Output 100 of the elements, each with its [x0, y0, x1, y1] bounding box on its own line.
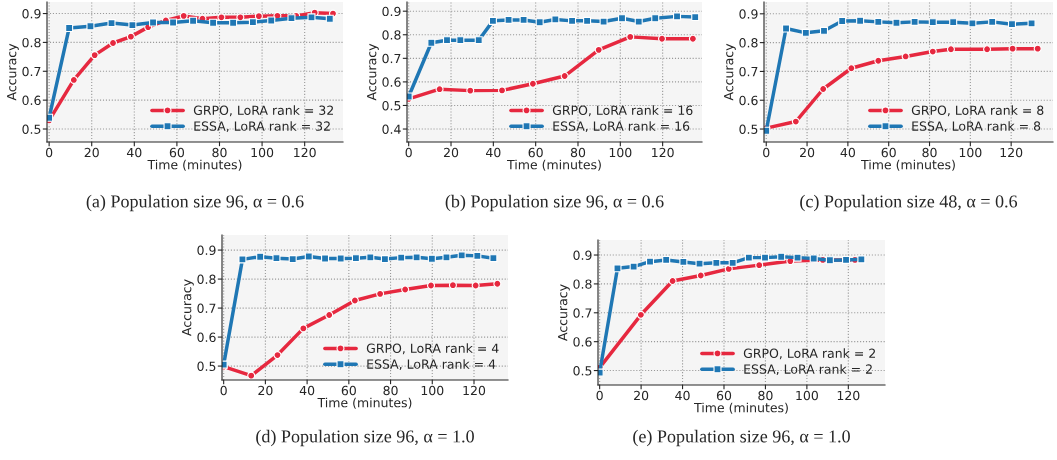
x-axis-title: Time (minutes): [317, 397, 412, 409]
text: (b) Population size 96, α = 0.6: [445, 194, 664, 212]
point: [712, 258, 721, 267]
x-tick-label: 80: [758, 390, 773, 401]
point: [473, 251, 482, 260]
point: [968, 19, 977, 28]
point: [366, 253, 375, 262]
point: [760, 253, 770, 262]
point: [456, 36, 465, 45]
point: [629, 262, 638, 271]
point: [636, 310, 645, 319]
point: [838, 16, 847, 26]
x-tick-label: 0: [763, 147, 770, 158]
legend-label: GRPO, LoRA rank = 8: [911, 105, 1044, 117]
x-tick-label: 100: [609, 147, 632, 158]
point: [568, 16, 577, 25]
point: [617, 14, 627, 23]
y-tick-label: 0.7: [22, 66, 41, 77]
y-tick-label: 0.7: [197, 303, 216, 314]
legend-label: ESSA, LoRA rank = 32: [194, 121, 330, 133]
x-axis-title: Time (minutes): [861, 159, 955, 171]
point: [724, 264, 733, 273]
point: [427, 254, 436, 263]
x-tick-label: 120: [463, 385, 486, 396]
point: [504, 15, 513, 24]
point: [1008, 44, 1017, 53]
point: [442, 253, 451, 262]
x-tick-label: 20: [800, 147, 815, 158]
x-tick-label: 120: [837, 390, 860, 401]
point: [273, 351, 282, 360]
point: [782, 24, 791, 33]
point: [928, 18, 937, 27]
point: [427, 38, 436, 47]
point: [128, 21, 137, 30]
point: [65, 23, 74, 33]
y-tick-label: 0.7: [573, 308, 592, 318]
x-tick-label: 120: [652, 147, 674, 158]
point: [528, 79, 537, 88]
legend-label: GRPO, LoRA rank = 16: [552, 105, 693, 117]
y-tick-label: 0.8: [22, 37, 41, 48]
point: [267, 16, 276, 25]
x-tick-label: 40: [126, 147, 142, 158]
point: [901, 52, 910, 61]
point: [321, 254, 330, 263]
x-tick-label: 60: [881, 147, 896, 158]
point: [426, 281, 436, 290]
legend-label: GRPO, LoRA rank = 32: [193, 105, 333, 117]
x-tick-label: 60: [169, 147, 185, 158]
y-axis-title: Accuracy: [724, 43, 736, 101]
y-tick-label: 0.5: [197, 361, 216, 372]
point: [842, 255, 851, 264]
point: [801, 28, 810, 37]
y-tick-label: 0.8: [382, 30, 401, 40]
point: [583, 16, 592, 25]
text: (c) Population size 48, α = 0.6: [800, 194, 1018, 212]
y-tick-label: 0.5: [22, 124, 41, 134]
point: [688, 34, 697, 43]
point: [189, 16, 198, 25]
point: [755, 261, 764, 270]
point: [304, 252, 313, 261]
y-tick-label: 0.8: [573, 279, 592, 289]
point: [90, 51, 99, 60]
point: [928, 47, 937, 56]
x-tick-label: 60: [716, 390, 732, 401]
point: [108, 38, 118, 48]
y-tick-label: 0.4: [382, 124, 401, 134]
x-tick-label: 40: [840, 147, 856, 158]
x-tick-label: 60: [341, 385, 356, 396]
text: (e) Population size 96, α = 1.0: [633, 429, 850, 447]
x-axis-title: Time (minutes): [507, 159, 601, 171]
x-tick-label: 100: [421, 385, 444, 396]
y-tick-label: 0.6: [22, 95, 41, 106]
point: [107, 19, 116, 28]
point: [777, 252, 786, 261]
x-tick-label: 40: [486, 147, 501, 158]
y-tick-label: 0.6: [739, 95, 758, 106]
point: [668, 276, 677, 286]
point: [651, 14, 660, 23]
x-tick-label: 80: [212, 147, 227, 158]
y-tick-label: 0.7: [382, 53, 401, 64]
x-tick-label: 20: [258, 385, 273, 396]
point: [634, 17, 643, 26]
y-tick-label: 0.8: [197, 274, 216, 285]
x-tick-label: 60: [528, 147, 543, 158]
point: [493, 279, 502, 288]
text: (a) Population size 96, α = 0.6: [86, 194, 304, 212]
point: [983, 45, 992, 54]
y-tick-label: 0.9: [197, 245, 216, 256]
point: [892, 18, 901, 27]
point: [809, 254, 818, 263]
point: [448, 281, 457, 290]
point: [1027, 19, 1036, 28]
point: [86, 22, 95, 31]
point: [254, 12, 263, 21]
point: [229, 18, 238, 27]
x-tick-label: 40: [675, 390, 690, 401]
point: [599, 17, 608, 26]
point: [435, 85, 444, 94]
point: [744, 253, 753, 262]
y-tick-label: 0.5: [739, 124, 758, 134]
